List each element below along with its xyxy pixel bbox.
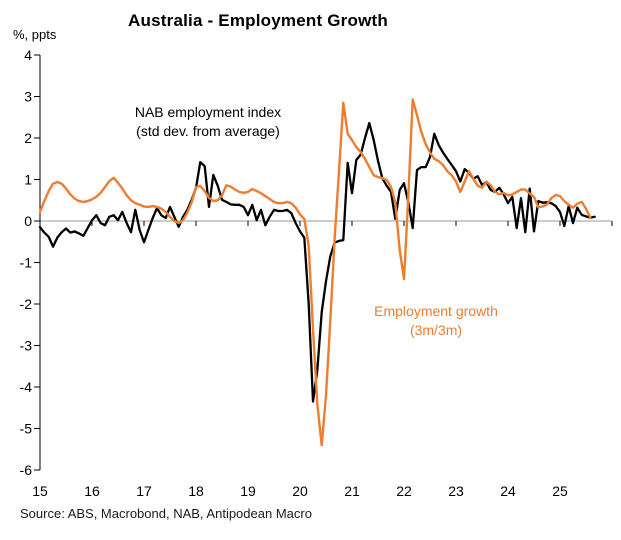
y-tick-label: 0	[24, 213, 32, 229]
annotation-emp-line1: Employment growth	[374, 303, 498, 319]
y-tick-label: -6	[20, 462, 33, 478]
y-tick-label: 3	[24, 89, 32, 105]
y-tick-label: -4	[20, 379, 33, 395]
annotation-nab-index: NAB employment index (std dev. from aver…	[58, 103, 358, 141]
chart-title: Australia - Employment Growth	[128, 11, 388, 30]
x-tick-label: 19	[240, 483, 256, 499]
x-tick-label: 20	[292, 483, 308, 499]
y-tick-label: 2	[24, 130, 32, 146]
source-note: Source: ABS, Macrobond, NAB, Antipodean …	[20, 506, 312, 521]
annotation-nab-line2: (std dev. from average)	[136, 123, 280, 139]
series-line-nab-index	[38, 121, 596, 403]
y-tick-label: -5	[20, 421, 33, 437]
x-tick-label: 16	[84, 483, 100, 499]
annotation-emp-line2: (3m/3m)	[409, 322, 463, 338]
y-tick-label: -2	[20, 296, 33, 312]
y-tick-label: -3	[20, 338, 33, 354]
x-tick-label: 18	[188, 483, 204, 499]
x-tick-label: 15	[32, 483, 48, 499]
x-tick-label: 25	[552, 483, 568, 499]
y-tick-label: 1	[24, 172, 32, 188]
x-tick-label: 24	[500, 483, 516, 499]
x-tick-label: 17	[136, 483, 152, 499]
x-tick-label: 21	[344, 483, 360, 499]
annotation-nab-line1: NAB employment index	[134, 104, 282, 120]
annotation-employment-growth: Employment growth (3m/3m)	[286, 302, 586, 340]
y-tick-label: 4	[24, 47, 32, 63]
series-line-employment-growth	[38, 98, 592, 447]
x-tick-label: 22	[396, 483, 412, 499]
y-axis-units-label: %, ppts	[13, 27, 57, 42]
y-tick-label: -1	[20, 255, 33, 271]
x-tick-label: 23	[448, 483, 464, 499]
